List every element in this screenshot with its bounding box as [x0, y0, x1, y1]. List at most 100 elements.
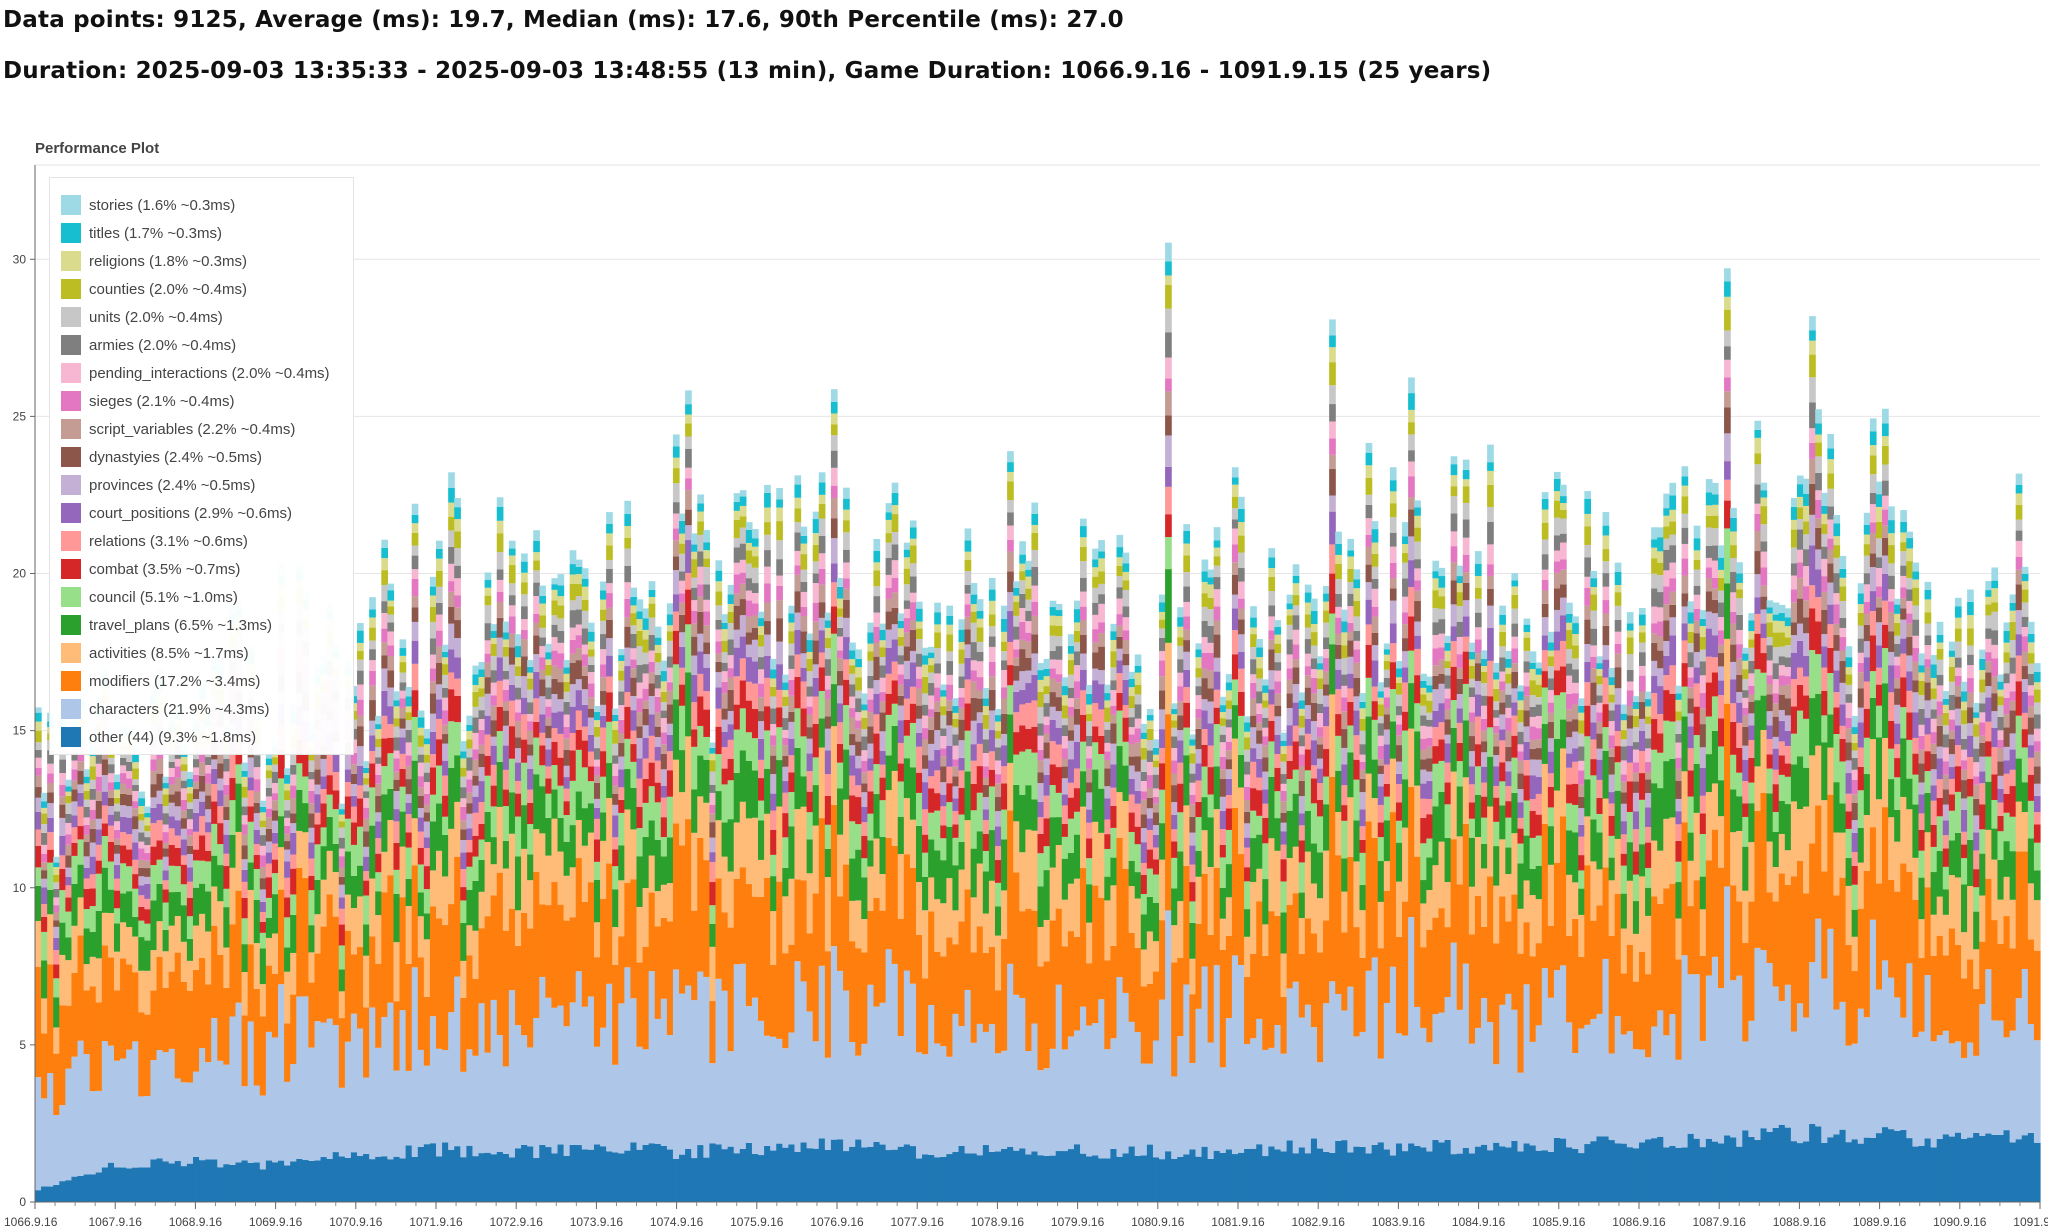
bar-segment [1073, 698, 1081, 709]
bar-segment [697, 755, 704, 797]
bar-segment [964, 771, 972, 821]
bar-segment [533, 635, 540, 655]
bar-segment [1408, 377, 1415, 394]
bar-segment [1225, 808, 1233, 830]
bar-segment [363, 871, 370, 881]
bar-segment [909, 620, 917, 630]
bar-segment [375, 738, 382, 748]
bar-segment [733, 519, 741, 538]
bar-segment [1444, 698, 1452, 710]
bar-segment [697, 511, 704, 522]
bar-segment [843, 990, 850, 1152]
bar-segment [1013, 994, 1020, 1151]
bar-segment [1359, 718, 1367, 731]
bar-segment [423, 762, 431, 773]
bar-segment [685, 540, 692, 573]
bar-segment [186, 854, 194, 868]
bar-segment [982, 706, 990, 715]
bar-segment [824, 716, 832, 729]
bar-segment [1073, 1030, 1081, 1145]
bar-segment [1019, 649, 1026, 672]
bar-segment [788, 772, 796, 793]
bar-segment [776, 881, 783, 1039]
bar-segment [885, 629, 893, 648]
bar-segment [357, 1156, 364, 1202]
bar-segment [885, 587, 893, 599]
bar-segment [1122, 717, 1130, 742]
bar-segment [1402, 578, 1409, 597]
bar-segment [909, 592, 917, 603]
bar-segment [922, 693, 929, 705]
bar-segment [812, 533, 820, 545]
bar-segment [1365, 564, 1373, 583]
bar-segment [539, 765, 546, 787]
bar-segment [843, 562, 850, 579]
bar-segment [593, 726, 601, 737]
bar-segment [1189, 1062, 1197, 1150]
bar-segment [837, 896, 844, 971]
bar-segment [1268, 605, 1276, 617]
bar-segment [223, 947, 231, 988]
bar-segment [1189, 745, 1197, 754]
bar-segment [1159, 729, 1166, 749]
bar-segment [77, 770, 85, 785]
bar-segment [915, 746, 923, 773]
bar-segment [357, 798, 364, 827]
bar-segment [1080, 806, 1087, 869]
bar-segment [970, 670, 978, 682]
bar-segment [764, 484, 771, 493]
bar-segment [915, 666, 923, 679]
bar-segment [1304, 666, 1312, 676]
bar-segment [800, 880, 808, 982]
bar-segment [186, 819, 194, 829]
bar-segment [885, 503, 893, 513]
bar-segment [934, 810, 941, 851]
bar-segment [806, 738, 814, 754]
bar-segment [144, 970, 152, 1015]
bar-segment [1389, 758, 1397, 813]
bar-segment [672, 540, 680, 557]
bar-segment [71, 780, 79, 790]
bar-segment [442, 1142, 449, 1202]
bar-segment [982, 797, 990, 810]
bar-segment [241, 1015, 249, 1087]
bar-segment [180, 1166, 188, 1202]
bar-segment [101, 867, 109, 913]
bar-segment [873, 1141, 881, 1202]
bar-segment [849, 821, 856, 859]
bar-segment [1274, 627, 1282, 635]
bar-segment [1529, 662, 1537, 670]
bar-segment [557, 1144, 565, 1202]
bar-segment [1019, 704, 1026, 726]
bar-segment [581, 704, 589, 727]
bar-segment [751, 615, 759, 628]
bar-segment [1414, 1006, 1421, 1146]
bar-segment [1134, 672, 1142, 685]
bar-segment [120, 1058, 127, 1168]
bar-segment [861, 693, 868, 705]
bar-segment [1104, 693, 1112, 701]
bar-segment [1177, 1036, 1184, 1157]
bar-segment [1523, 637, 1531, 651]
bar-segment [1432, 560, 1440, 572]
bar-segment [405, 794, 413, 803]
bar-segment [1177, 762, 1184, 784]
bar-segment [1201, 966, 1209, 1147]
bar-segment [1225, 864, 1233, 898]
bar-segment [399, 718, 407, 729]
bar-segment [381, 1156, 388, 1202]
bar-segment [843, 509, 850, 521]
bar-segment [873, 626, 881, 643]
bar-segment [454, 519, 461, 532]
bar-segment [350, 795, 358, 807]
bar-segment [1189, 832, 1197, 846]
bar-segment [636, 646, 644, 666]
bar-segment [751, 583, 759, 594]
bar-segment [1408, 461, 1415, 477]
bar-segment [770, 793, 777, 811]
bar-segment [1268, 568, 1276, 577]
bar-segment [545, 664, 553, 676]
bar-segment [958, 1146, 966, 1202]
bar-segment [229, 1164, 237, 1202]
bar-segment [514, 793, 522, 817]
